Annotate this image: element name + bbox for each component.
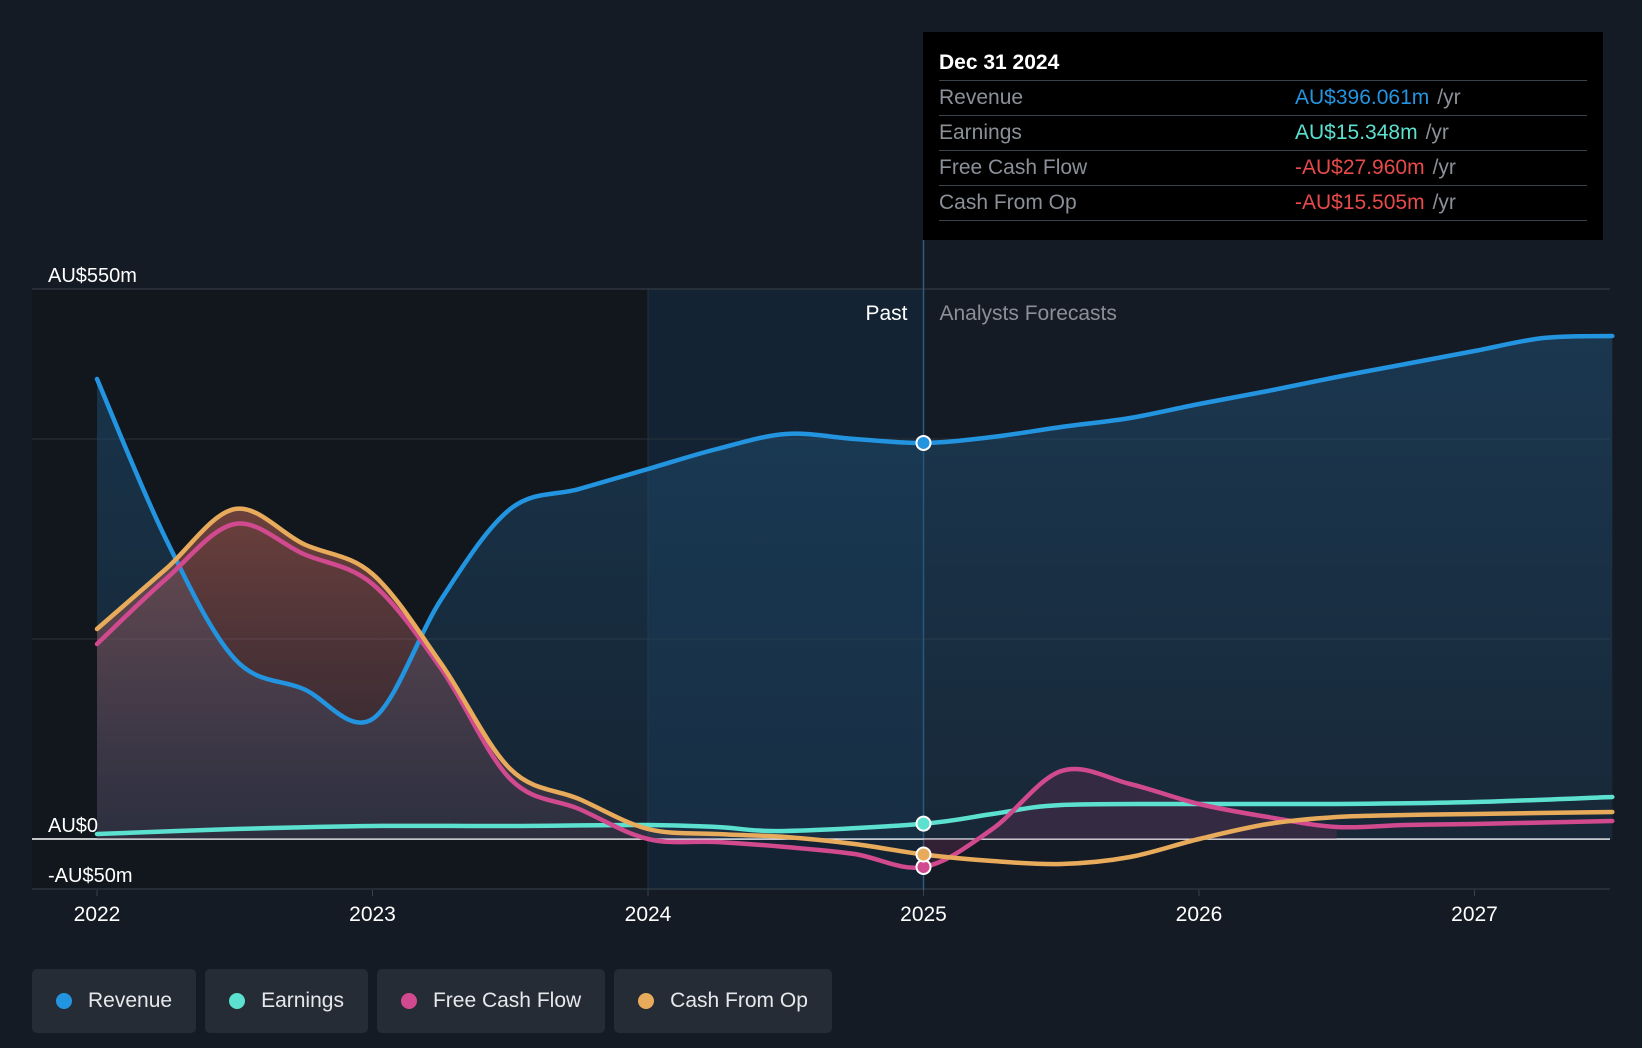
x-tick-label: 2023 [349, 903, 396, 926]
tooltip-label-revenue: Revenue [939, 86, 1024, 109]
tooltip-date: Dec 31 2024 [939, 51, 1060, 74]
revenue-line [94, 333, 1615, 725]
fcf-forecast-area [923, 768, 1337, 867]
x-tick-label: 2024 [625, 903, 672, 926]
legend-label-free-cash-flow: Free Cash Flow [432, 989, 582, 1012]
forecast-label: Analysts Forecasts [940, 302, 1117, 325]
x-tick-label: 2022 [74, 903, 121, 926]
marker-earnings [915, 815, 932, 832]
cash-flow-area [97, 508, 717, 839]
tooltip-label-cash-from-op: Cash From Op [939, 191, 1077, 214]
tooltip-value-cash-from-op: -AU$15.505m [1295, 191, 1425, 214]
tooltip-label-free-cash-flow: Free Cash Flow [939, 156, 1088, 179]
tooltip-value-earnings: AU$15.348m [1295, 121, 1418, 144]
legend-item-free-cash-flow[interactable]: Free Cash Flow [376, 969, 606, 1033]
y-tick-label: AU$0 [48, 815, 98, 837]
tooltip-row-earnings: Earnings AU$15.348m /yr [939, 115, 1587, 150]
earnings-dot-icon [229, 993, 246, 1009]
legend-item-cash-from-op[interactable]: Cash From Op [614, 969, 832, 1033]
marker-revenue [915, 434, 932, 451]
past-label: Past [865, 302, 907, 325]
cash-from-op-line [94, 506, 1615, 867]
legend-label-cash-from-op: Cash From Op [670, 989, 808, 1012]
marker-cash-from-op [915, 846, 932, 863]
x-tick-label: 2026 [1176, 903, 1223, 926]
tooltip-row-free-cash-flow: Free Cash Flow -AU$27.960m /yr [939, 150, 1587, 185]
legend-label-earnings: Earnings [261, 989, 344, 1012]
legend-item-earnings[interactable]: Earnings [205, 969, 368, 1033]
tooltip-panel: Dec 31 2024 Revenue AU$396.061m /yr Earn… [923, 32, 1603, 240]
cash-from-op-dot-icon [638, 993, 655, 1009]
legend-item-revenue[interactable]: Revenue [32, 969, 197, 1033]
x-tick-label: 2027 [1451, 903, 1498, 926]
tooltip-unit: /yr [1432, 191, 1456, 214]
x-tick-label: 2025 [900, 903, 947, 926]
tooltip-unit: /yr [1432, 156, 1456, 179]
y-tick-label: AU$550m [48, 265, 137, 287]
revenue-area [97, 336, 1613, 839]
earnings-line [94, 794, 1615, 837]
y-tick-label: -AU$50m [48, 865, 132, 887]
tooltip-row-cash-from-op: Cash From Op -AU$15.505m /yr [939, 185, 1587, 221]
free-cash-flow-line [94, 521, 1615, 870]
tooltip-row-revenue: Revenue AU$396.061m /yr [939, 80, 1587, 115]
free-cash-flow-dot-icon [400, 993, 417, 1009]
tooltip-unit: /yr [1425, 121, 1449, 144]
legend-label-revenue: Revenue [88, 989, 173, 1012]
chart-area: AU$550m AU$0 -AU$50m 2022 2023 2024 2025 2026 20… [32, 240, 1615, 926]
revenue-dot-icon [56, 993, 72, 1009]
tooltip-value-free-cash-flow: -AU$27.960m [1295, 156, 1425, 179]
legend: Revenue Earnings Free Cash Flow Cash Fro… [32, 969, 832, 1033]
tooltip-value-revenue: AU$396.061m [1295, 86, 1430, 109]
tooltip-unit: /yr [1437, 86, 1461, 109]
tooltip-label-earnings: Earnings [939, 121, 1022, 144]
